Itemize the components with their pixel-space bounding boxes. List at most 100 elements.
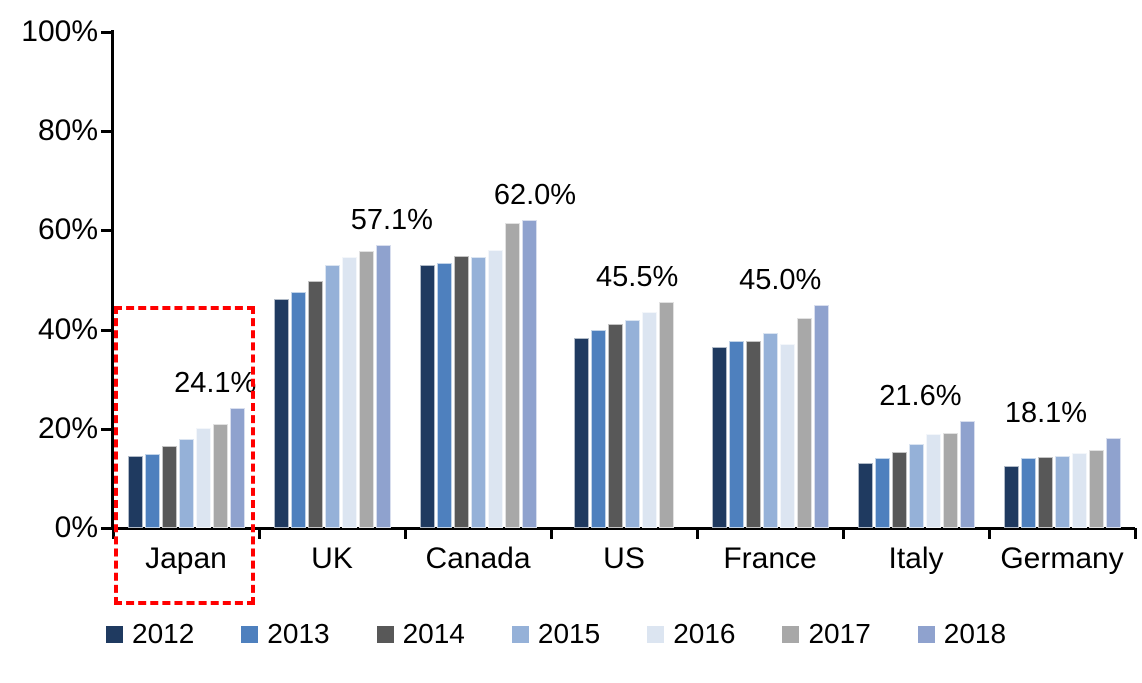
legend-swatch-2014 bbox=[376, 625, 394, 643]
bar-group-canada: 62.0% bbox=[405, 32, 576, 528]
x-axis-line bbox=[111, 527, 1135, 530]
legend-label-2012: 2012 bbox=[132, 618, 195, 649]
bar-2017-uk bbox=[358, 251, 374, 528]
data-label-canada: 62.0% bbox=[493, 179, 577, 212]
bar-2015-france bbox=[762, 333, 778, 528]
bar-2015-canada bbox=[470, 257, 486, 528]
legend-item-2014: 2014 bbox=[376, 618, 465, 650]
bar-2016-uk bbox=[341, 257, 357, 528]
bar-2013-uk bbox=[290, 291, 306, 528]
bar-2014-italy bbox=[891, 452, 907, 528]
legend-item-2017: 2017 bbox=[782, 618, 871, 650]
bar-2012-japan bbox=[127, 455, 143, 528]
legend-item-2013: 2013 bbox=[241, 618, 330, 650]
bar-2014-uk bbox=[307, 281, 323, 528]
bar-2018-germany bbox=[1105, 438, 1121, 528]
category-label-italy: Italy bbox=[888, 542, 944, 575]
x-axis-tick bbox=[258, 528, 261, 539]
bar-2016-france bbox=[779, 343, 795, 528]
category-label-france: France bbox=[723, 542, 817, 575]
legend-swatch-2012 bbox=[106, 625, 123, 643]
data-label-germany: 18.1% bbox=[1004, 397, 1088, 430]
bar-2015-uk bbox=[324, 265, 340, 528]
bar-2012-france bbox=[711, 346, 727, 528]
bar-2015-us bbox=[625, 320, 640, 528]
y-axis-tick-label: 0% bbox=[54, 511, 98, 544]
bar-2017-france bbox=[796, 318, 812, 528]
y-axis-tick-label: 60% bbox=[37, 213, 98, 247]
x-axis-tick bbox=[842, 528, 845, 539]
data-label-france: 45.0% bbox=[739, 263, 822, 296]
x-axis-tick bbox=[550, 528, 553, 539]
bar-2013-italy bbox=[874, 458, 890, 528]
legend-item-2018: 2018 bbox=[917, 618, 1007, 650]
bar-2014-canada bbox=[453, 256, 469, 528]
y-axis-tick-label: 100% bbox=[21, 15, 98, 48]
bar-group-uk: 57.1% bbox=[259, 32, 433, 528]
bar-2012-uk bbox=[273, 298, 289, 528]
legend: 2012 2013 2014 2015 2016 2017 2018 bbox=[106, 618, 1006, 650]
legend-item-2015: 2015 bbox=[511, 618, 601, 650]
bar-2017-canada bbox=[504, 223, 520, 528]
bar-2012-us bbox=[574, 338, 589, 528]
bar-2018-japan bbox=[229, 408, 245, 528]
legend-item-2012: 2012 bbox=[106, 618, 194, 650]
bar-2016-us bbox=[642, 312, 657, 528]
legend-label-2015: 2015 bbox=[537, 618, 601, 649]
data-label-japan: 24.1% bbox=[174, 367, 257, 400]
bar-2014-us bbox=[608, 323, 623, 528]
y-axis-line bbox=[111, 30, 114, 530]
legend-swatch-2018 bbox=[917, 625, 935, 643]
x-axis-tick bbox=[404, 528, 407, 539]
plot-area: 24.1% 57.1% 62.0% 45.5% 45.0% 21.6% 18.1% bbox=[113, 32, 1135, 528]
bar-2014-germany bbox=[1037, 457, 1053, 528]
bar-2015-germany bbox=[1054, 456, 1070, 528]
y-axis-tick-label: 40% bbox=[37, 312, 98, 346]
bar-group-italy: 21.6% bbox=[843, 32, 989, 528]
bar-2016-italy bbox=[925, 433, 941, 528]
bar-2012-italy bbox=[857, 462, 873, 528]
bar-2016-canada bbox=[487, 250, 503, 528]
x-axis-tick bbox=[1134, 528, 1137, 539]
bar-2012-germany bbox=[1003, 466, 1019, 528]
bar-2014-france bbox=[745, 341, 761, 528]
data-label-italy: 21.6% bbox=[879, 379, 962, 412]
legend-swatch-2016 bbox=[647, 625, 665, 643]
category-label-uk: UK bbox=[311, 542, 353, 575]
bar-group-france: 45.0% bbox=[697, 32, 843, 528]
bar-2018-uk bbox=[375, 244, 391, 528]
y-axis-tick bbox=[101, 527, 113, 530]
bar-2012-canada bbox=[419, 265, 435, 528]
data-label-us: 45.5% bbox=[596, 261, 679, 294]
y-axis-tick bbox=[101, 427, 113, 431]
bar-2017-japan bbox=[212, 423, 228, 528]
bar-2016-japan bbox=[195, 428, 211, 528]
y-axis-tick bbox=[101, 229, 113, 233]
bar-2013-us bbox=[591, 330, 606, 528]
category-label-us: US bbox=[603, 542, 645, 575]
bar-2018-france bbox=[813, 304, 829, 528]
legend-swatch-2017 bbox=[782, 625, 800, 643]
data-label-uk: 57.1% bbox=[350, 203, 433, 236]
legend-label-2016: 2016 bbox=[673, 618, 736, 649]
bar-2017-italy bbox=[942, 432, 958, 528]
y-axis-tick bbox=[101, 328, 113, 332]
category-labels: Japan UK Canada US France Italy Germany bbox=[113, 542, 1135, 576]
legend-label-2018: 2018 bbox=[943, 618, 1007, 649]
bar-2018-italy bbox=[959, 420, 975, 528]
bar-2013-canada bbox=[436, 263, 452, 528]
bar-2018-canada bbox=[521, 220, 537, 528]
bar-2016-germany bbox=[1071, 453, 1087, 528]
legend-swatch-2015 bbox=[511, 625, 529, 643]
bar-group-us: 45.5% bbox=[551, 32, 697, 528]
bar-2013-france bbox=[728, 341, 744, 528]
bar-group-germany: 18.1% bbox=[989, 32, 1135, 528]
legend-label-2017: 2017 bbox=[808, 618, 871, 649]
bar-2017-us bbox=[659, 302, 674, 528]
bar-group-japan: 24.1% bbox=[113, 32, 259, 528]
bar-2014-japan bbox=[161, 445, 177, 528]
bar-2013-germany bbox=[1020, 458, 1036, 528]
legend-swatch-2013 bbox=[241, 625, 259, 643]
category-label-germany: Germany bbox=[1000, 542, 1124, 575]
